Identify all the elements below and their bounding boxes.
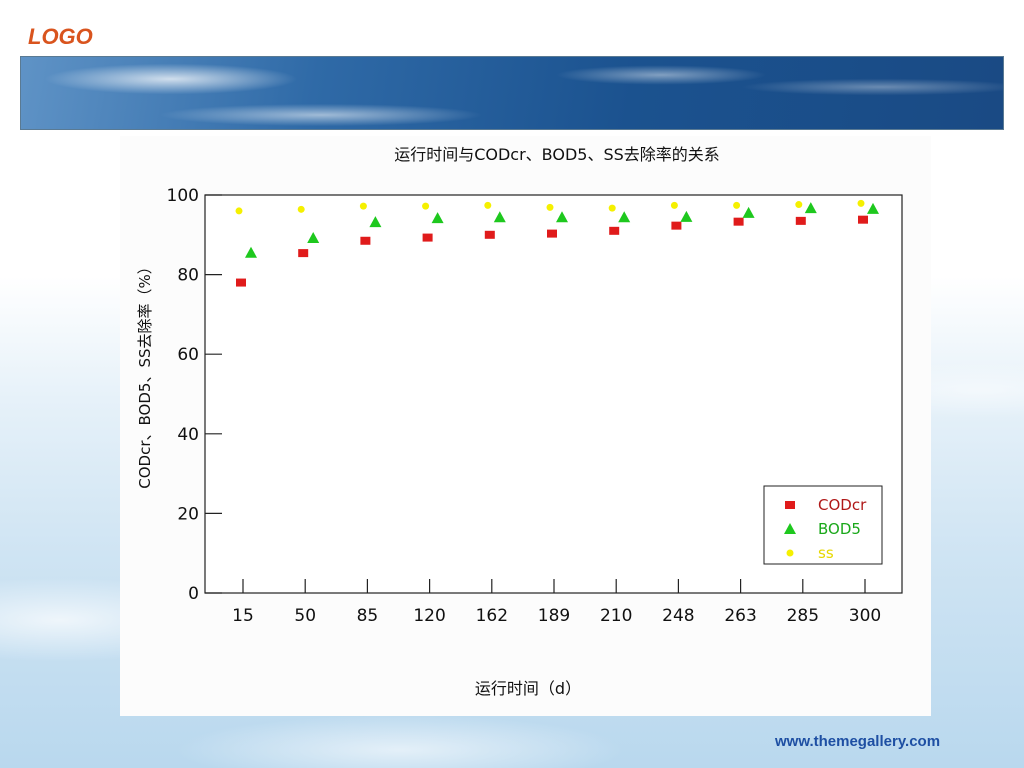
codcr-point (547, 229, 557, 238)
bod5-point (307, 231, 320, 243)
scatter-chart: 运行时间与CODcr、BOD5、SS去除率的关系 0 20 40 60 80 100 15… (136, 145, 903, 698)
x-tick-label: 210 (600, 606, 632, 626)
legend: CODcr BOD5 ss (763, 485, 883, 565)
x-tick-label: 85 (357, 606, 379, 626)
x-axis: 15 50 85 120 162 189 210 248 263 285 300 (232, 579, 881, 626)
codcr-point (298, 249, 309, 258)
y-tick-label: 100 (167, 186, 199, 206)
chart-panel: 运行时间与CODcr、BOD5、SS去除率的关系 0 20 40 60 80 100 15… (120, 136, 931, 716)
y-tick-label: 60 (177, 345, 199, 365)
codcr-point (733, 217, 744, 226)
data-points (235, 199, 879, 287)
bod5-point (680, 210, 693, 222)
legend-marker-ss (786, 549, 794, 557)
codcr-point (422, 233, 433, 242)
y-tick-label: 40 (177, 425, 199, 445)
legend-label-bod5: BOD5 (818, 520, 861, 538)
x-axis-label: 运行时间（d） (475, 679, 581, 698)
bod5-point (867, 202, 879, 214)
footer-website-link[interactable]: www.themegallery.com (775, 733, 941, 750)
bod5-point (804, 202, 817, 214)
x-tick-label: 15 (232, 606, 254, 626)
y-axis: 0 20 40 60 80 100 (167, 186, 222, 604)
x-tick-label: 263 (724, 606, 756, 626)
x-tick-label: 248 (662, 606, 694, 626)
x-tick-label: 50 (294, 606, 316, 626)
x-tick-label: 189 (538, 606, 570, 626)
ss-point (422, 202, 430, 210)
ss-point (359, 202, 367, 210)
y-tick-label: 80 (177, 266, 199, 286)
bod5-point (245, 246, 257, 258)
ss-point (297, 205, 305, 213)
ss-point (235, 207, 243, 215)
x-tick-label: 120 (413, 606, 445, 626)
bod5-point (431, 212, 444, 224)
legend-label-codcr: CODcr (818, 496, 867, 514)
codcr-point (795, 216, 806, 225)
legend-marker-codcr (785, 501, 795, 509)
x-tick-label: 300 (849, 606, 881, 626)
bod5-point (369, 216, 382, 228)
ss-point (670, 201, 678, 209)
ss-point (608, 204, 616, 212)
bod5-point (556, 211, 568, 223)
legend-label-ss: ss (818, 544, 834, 562)
ss-point (484, 201, 492, 209)
codcr-point (858, 215, 868, 224)
legend-marker-bod5 (784, 523, 796, 534)
codcr-point (609, 226, 620, 235)
header-banner (20, 56, 1004, 130)
logo: LOGO (28, 24, 93, 49)
codcr-point (360, 236, 371, 245)
y-axis-label: CODcr、BOD5、SS去除率（%） (136, 259, 154, 488)
codcr-point (236, 278, 246, 287)
codcr-point (671, 221, 682, 230)
ss-point (733, 201, 741, 209)
codcr-point (484, 230, 495, 239)
ss-point (546, 203, 554, 211)
y-tick-label: 0 (188, 584, 199, 604)
chart-title: 运行时间与CODcr、BOD5、SS去除率的关系 (394, 145, 720, 164)
bod5-point (618, 211, 631, 223)
bod5-point (742, 206, 755, 218)
bod5-point (493, 211, 506, 223)
legend-box (763, 485, 883, 565)
x-tick-label: 162 (476, 606, 508, 626)
x-tick-label: 285 (787, 606, 819, 626)
ss-point (795, 201, 803, 209)
y-tick-label: 20 (177, 504, 199, 524)
ss-point (857, 199, 865, 207)
